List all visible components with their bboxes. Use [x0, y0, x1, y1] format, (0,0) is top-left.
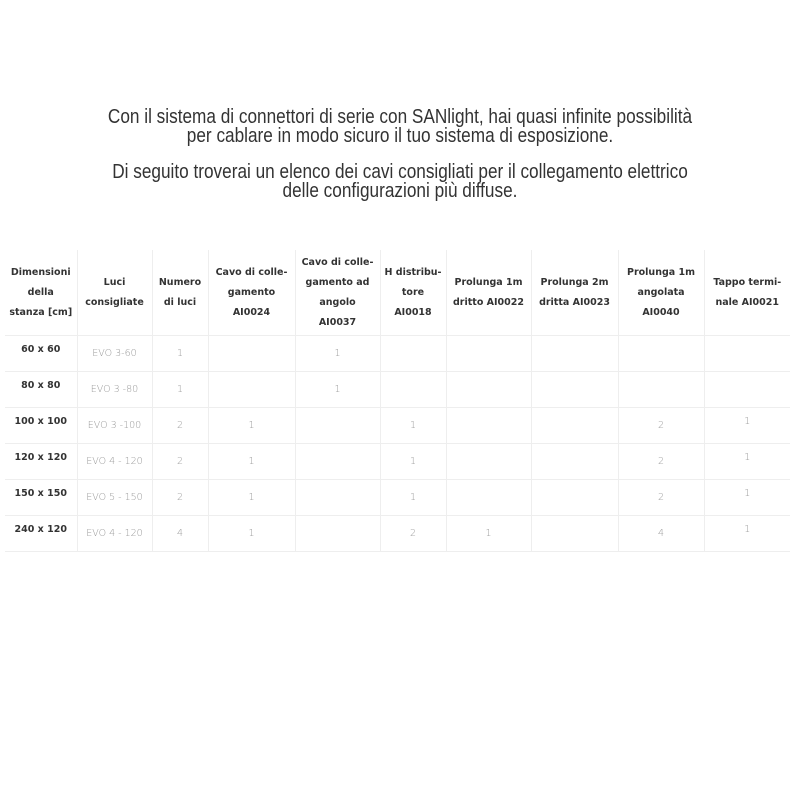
column-header: Cavo di colle-gamento AI0024 [208, 250, 296, 336]
column-header: Cavo di colle-gamento ad angolo AI0037 [295, 250, 381, 336]
table-cell: 1 [208, 515, 296, 552]
table-cell: EVO 5 - 150 [77, 479, 153, 516]
table-cell: 2 [152, 407, 209, 444]
table-cell [295, 443, 381, 480]
table-cell: EVO 3 -80 [77, 371, 153, 408]
table-cell [295, 515, 381, 552]
table-cell [295, 407, 381, 444]
table-cell [208, 371, 296, 408]
table-cell: 1 [380, 443, 447, 480]
table-row: 120 x 120 EVO 4 - 120 2 1 1 2 1 [5, 443, 790, 480]
table-cell [380, 335, 447, 372]
table-cell: 1 [704, 407, 790, 444]
table-cell [446, 335, 532, 372]
table-header-row: Dimensioni della stanza [cm] Luci consigl… [5, 250, 790, 336]
table-cell [208, 335, 296, 372]
column-header: Prolunga 2m dritta AI0023 [531, 250, 619, 336]
room-size-cell: 80 x 80 [5, 371, 78, 408]
table-cell [704, 371, 790, 408]
table-cell: 2 [618, 407, 705, 444]
table-cell [446, 371, 532, 408]
table-cell: 4 [152, 515, 209, 552]
table-cell [531, 407, 619, 444]
table-cell [531, 479, 619, 516]
table-cell: 1 [380, 479, 447, 516]
table-cell [531, 443, 619, 480]
table-cell [446, 479, 532, 516]
table-cell: 1 [208, 407, 296, 444]
table-cell: EVO 3 -100 [77, 407, 153, 444]
intro-line: Di seguito troverai un elenco dei cavi c… [112, 161, 688, 183]
table-cell [531, 515, 619, 552]
table-row: 240 x 120 EVO 4 - 120 4 1 2 1 4 1 [5, 515, 790, 552]
table-cell: 1 [152, 335, 209, 372]
table-cell: 4 [618, 515, 705, 552]
table-cell: 1 [152, 371, 209, 408]
column-header: Luci consigliate [77, 250, 153, 336]
cable-table: Dimensioni della stanza [cm] Luci consigl… [5, 250, 790, 552]
column-header: Numero di luci [152, 250, 209, 336]
room-size-cell: 100 x 100 [5, 407, 78, 444]
table-cell [446, 407, 532, 444]
table-cell: 2 [380, 515, 447, 552]
table-cell: EVO 4 - 120 [77, 443, 153, 480]
room-size-cell: 60 x 60 [5, 335, 78, 372]
intro-paragraph-2: Di seguito troverai un elenco dei cavi c… [56, 161, 744, 202]
table-row: 60 x 60 EVO 3-60 1 1 [5, 335, 790, 372]
table-cell [704, 335, 790, 372]
table-cell: 2 [152, 443, 209, 480]
table-cell: EVO 4 - 120 [77, 515, 153, 552]
table-row: 80 x 80 EVO 3 -80 1 1 [5, 371, 790, 408]
intro-line: per cablare in modo sicuro il tuo sistem… [186, 125, 614, 147]
table-cell [295, 479, 381, 516]
intro-text: Con il sistema di connettori di serie co… [0, 106, 800, 218]
column-header: Dimensioni della stanza [cm] [5, 250, 78, 336]
room-size-cell: 120 x 120 [5, 443, 78, 480]
table-cell: 1 [208, 443, 296, 480]
column-header: H distribu-tore AI0018 [380, 250, 447, 336]
column-header: Prolunga 1m angolata AI0040 [618, 250, 705, 336]
table-cell [380, 371, 447, 408]
table-row: 100 x 100 EVO 3 -100 2 1 1 2 1 [5, 407, 790, 444]
table-cell [531, 335, 619, 372]
table-cell [618, 371, 705, 408]
table-cell: 1 [704, 479, 790, 516]
table-row: 150 x 150 EVO 5 - 150 2 1 1 2 1 [5, 479, 790, 516]
table-cell [618, 335, 705, 372]
table-cell: 1 [295, 371, 381, 408]
table-cell: 2 [152, 479, 209, 516]
column-header: Tappo termi-nale AI0021 [704, 250, 790, 336]
table-cell: 1 [704, 443, 790, 480]
table-cell: 1 [208, 479, 296, 516]
intro-line: Con il sistema di connettori di serie co… [107, 106, 693, 128]
table-cell: 1 [446, 515, 532, 552]
table-cell: 1 [295, 335, 381, 372]
room-size-cell: 240 x 120 [5, 515, 78, 552]
table-cell [531, 371, 619, 408]
table-cell: 2 [618, 443, 705, 480]
table-cell: 1 [380, 407, 447, 444]
intro-line: delle configurazioni più diffuse. [282, 180, 518, 202]
table-cell [446, 443, 532, 480]
room-size-cell: 150 x 150 [5, 479, 78, 516]
table-cell: 1 [704, 515, 790, 552]
table-cell: EVO 3-60 [77, 335, 153, 372]
intro-paragraph-1: Con il sistema di connettori di serie co… [56, 106, 744, 147]
column-header: Prolunga 1m dritto AI0022 [446, 250, 532, 336]
table-cell: 2 [618, 479, 705, 516]
